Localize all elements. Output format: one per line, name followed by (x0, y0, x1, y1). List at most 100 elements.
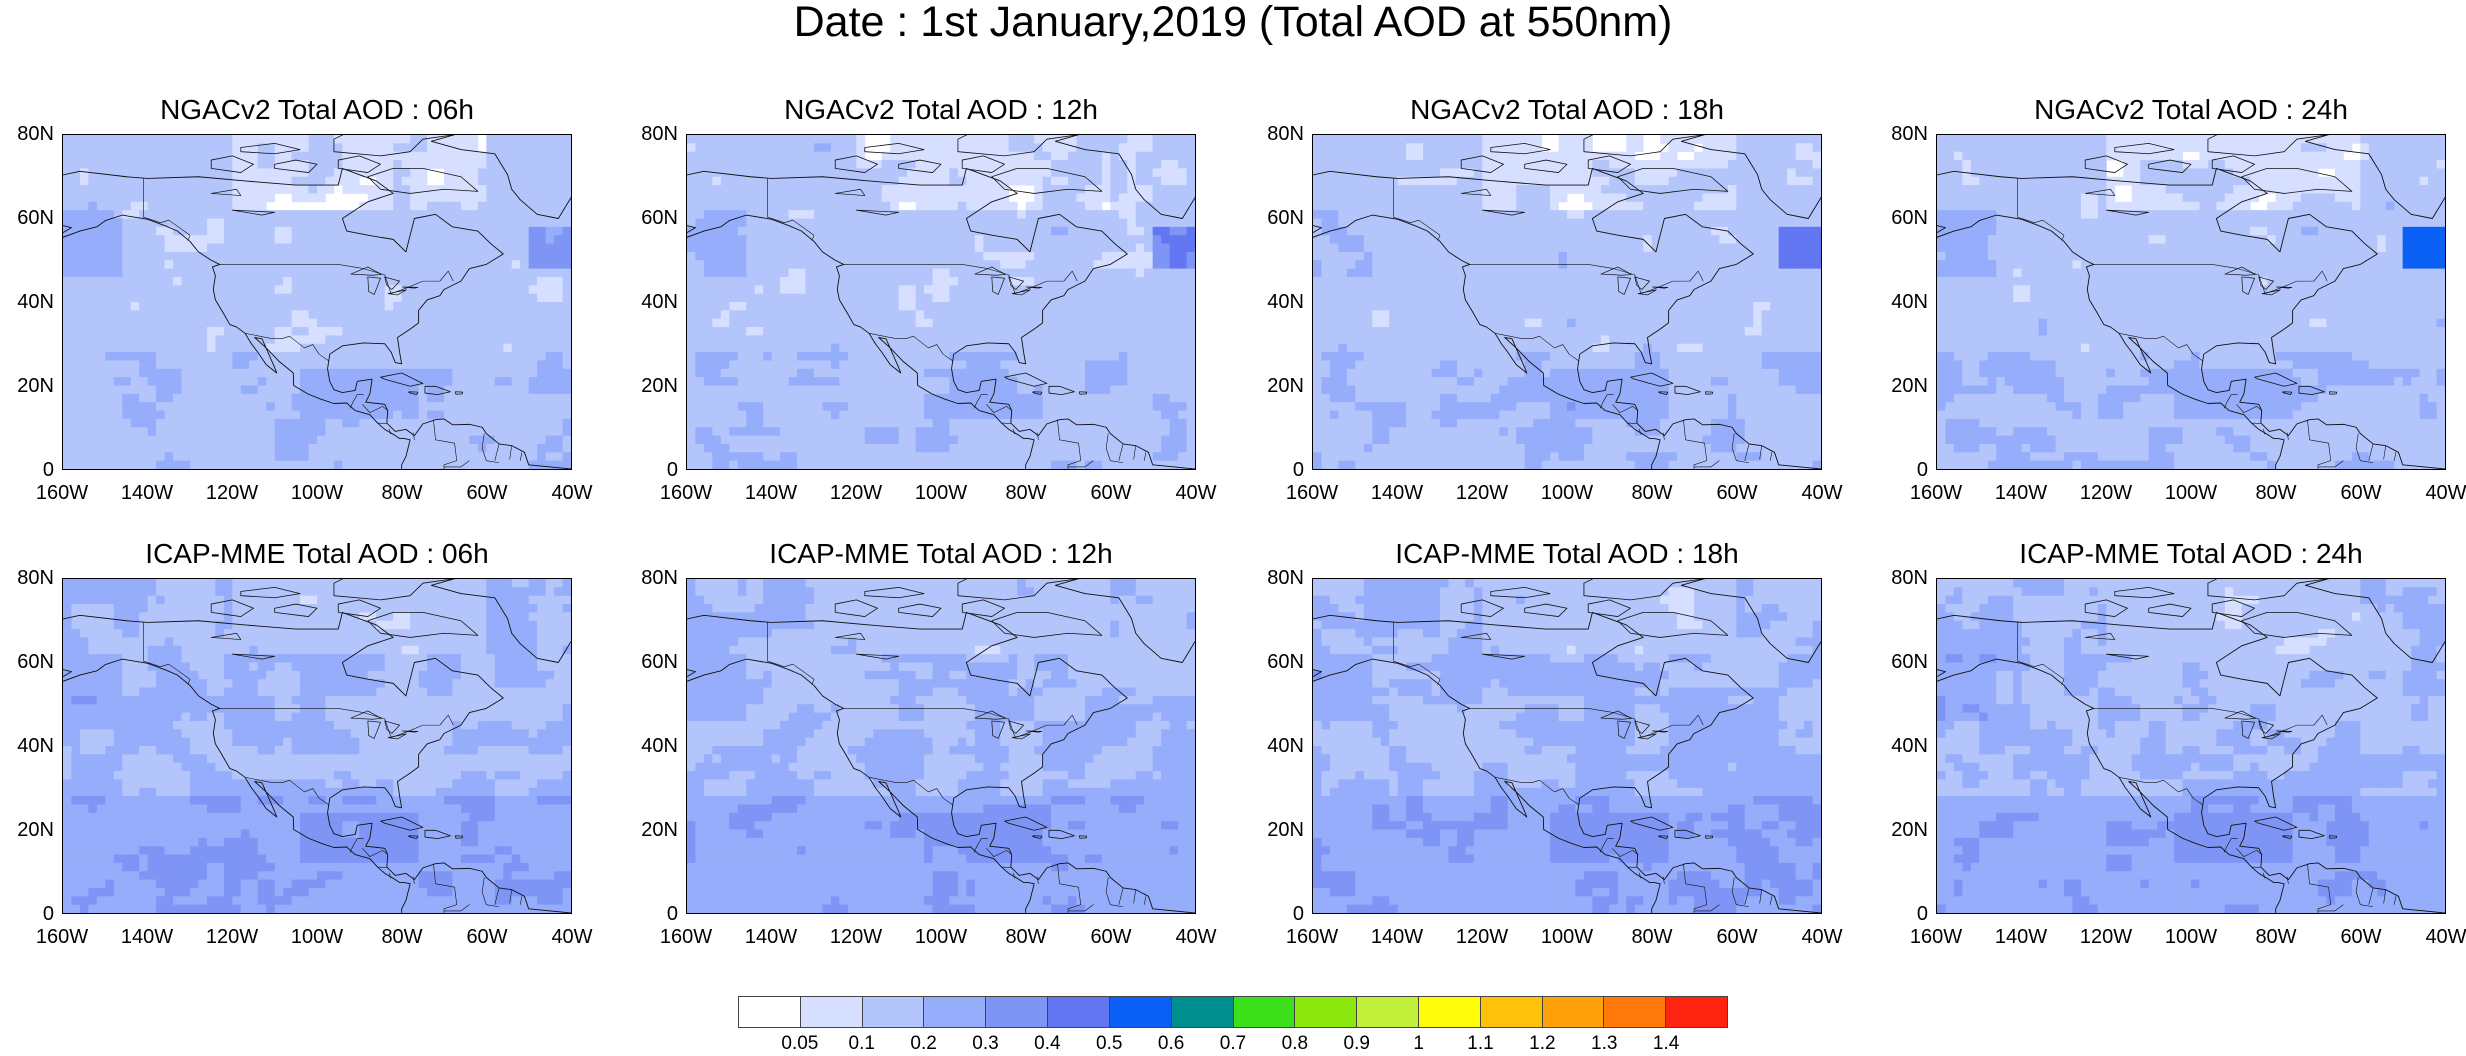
aod-cell (223, 402, 233, 411)
aod-cell (797, 176, 806, 186)
aod-cell (1051, 168, 1060, 178)
aod-cell (156, 268, 165, 278)
aod-cell (1017, 243, 1027, 253)
aod-cell (113, 377, 123, 386)
aod-cell (122, 435, 132, 445)
aod-cell (805, 360, 815, 370)
aod-cell (1042, 318, 1052, 328)
aod-cell (1093, 268, 1103, 278)
aod-cell (1110, 160, 1120, 169)
aod-cell (257, 168, 267, 178)
aod-cell (1178, 310, 1187, 320)
aod-cell (554, 360, 563, 370)
aod-cell (139, 293, 149, 303)
aod-cell (771, 427, 781, 436)
aod-cell (156, 410, 165, 420)
aod-cell (545, 218, 555, 228)
aod-cell (1084, 143, 1094, 153)
aod-cell (729, 226, 739, 236)
aod-cell (991, 243, 1001, 253)
aod-cell (1135, 360, 1145, 370)
aod-cell (1321, 276, 1331, 286)
aod-cell (974, 243, 984, 253)
aod-cell (957, 168, 967, 178)
aod-cell (435, 210, 445, 219)
aod-cell (494, 410, 504, 420)
aod-cell (206, 251, 216, 261)
aod-cell (300, 418, 309, 428)
aod-cell (494, 377, 504, 386)
aod-cell (1042, 385, 1052, 395)
aod-cell (300, 218, 309, 228)
aod-cell (215, 201, 225, 211)
aod-cell (317, 460, 326, 469)
aod-cell (452, 452, 462, 462)
aod-cell (712, 318, 722, 328)
aod-cell (223, 251, 233, 261)
aod-cell (215, 185, 225, 194)
aod-cell (206, 235, 216, 244)
aod-cell (856, 377, 866, 386)
aod-cell (1017, 143, 1027, 153)
aod-cell (898, 218, 908, 228)
aod-cell (164, 243, 174, 253)
aod-cell (444, 402, 453, 411)
arctic-island-coastline (333, 135, 453, 157)
aod-cell (342, 343, 352, 353)
aod-cell (283, 327, 292, 336)
aod-cell (266, 176, 276, 186)
aod-cell (325, 143, 335, 153)
aod-cell (511, 210, 521, 219)
aod-cell (847, 135, 857, 144)
aod-cell (486, 151, 496, 161)
aod-cell (384, 193, 394, 203)
aod-cell (737, 352, 747, 361)
aod-cell (198, 193, 208, 203)
aod-cell (1152, 185, 1162, 194)
aod-cell (401, 260, 411, 269)
aod-cell (1034, 360, 1043, 370)
aod-cell (1084, 410, 1094, 420)
aod-cell (350, 185, 360, 194)
aod-cell (266, 235, 276, 244)
aod-cell (1110, 285, 1120, 295)
aod-cell (274, 243, 284, 253)
aod-cell (1076, 293, 1086, 303)
aod-cell (839, 377, 849, 386)
aod-cell (444, 310, 453, 320)
aod-cell (1084, 135, 1094, 144)
aod-cell (342, 443, 352, 453)
aod-cell (444, 343, 453, 353)
aod-cell (974, 318, 984, 328)
aod-cell (1338, 143, 1348, 153)
aod-cell (720, 218, 730, 228)
aod-cell (1321, 160, 1331, 169)
aod-cell (393, 318, 403, 328)
aod-cell (932, 460, 942, 469)
aod-cell (780, 285, 789, 295)
aod-cell (393, 260, 403, 269)
aod-cell (520, 235, 530, 244)
aod-cell (898, 318, 908, 328)
aod-cell (729, 193, 739, 203)
aod-cell (754, 218, 764, 228)
aod-cell (486, 268, 496, 278)
aod-cell (520, 343, 530, 353)
aod-cell (915, 251, 925, 261)
aod-cell (164, 402, 174, 411)
aod-cell (687, 335, 696, 345)
aod-cell (915, 151, 925, 161)
aod-cell (1093, 185, 1103, 194)
aod-cell (291, 460, 301, 469)
aod-cell (771, 402, 781, 411)
aod-cell (1135, 260, 1145, 269)
aod-cell (376, 285, 386, 295)
aod-cell (71, 327, 81, 336)
aod-cell (63, 327, 72, 336)
aod-cell (915, 235, 925, 244)
aod-cell (113, 310, 123, 320)
aod-cell (198, 251, 208, 261)
aod-cell (830, 385, 840, 395)
aod-cell (1110, 193, 1120, 203)
aod-cell (966, 335, 976, 345)
